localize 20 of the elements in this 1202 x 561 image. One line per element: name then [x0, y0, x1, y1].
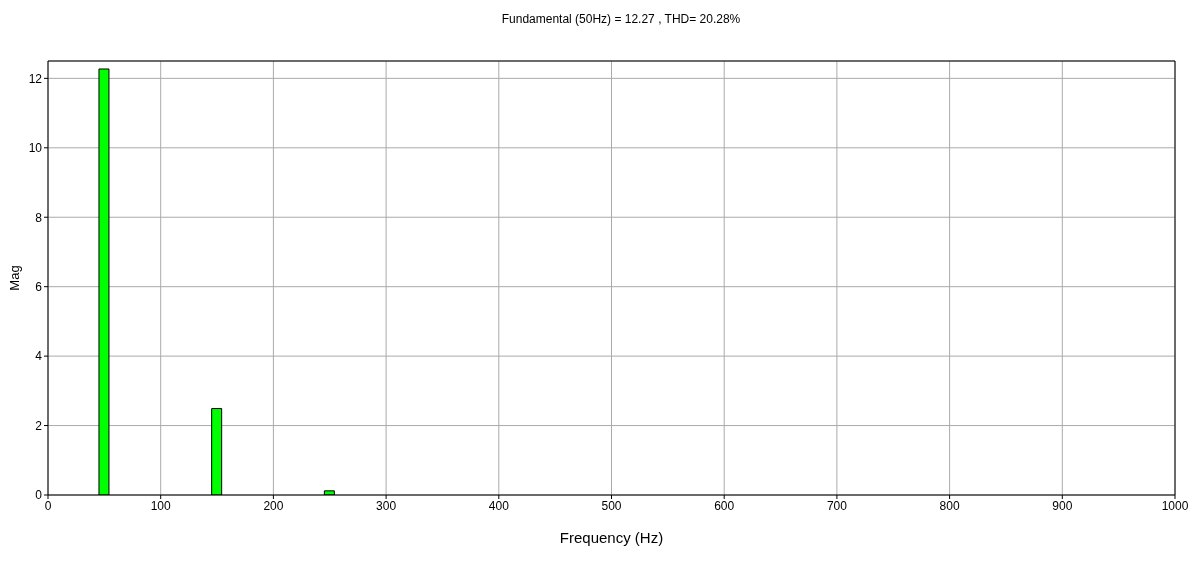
x-tick-label: 500	[601, 498, 622, 513]
y-tick-label: 6	[35, 279, 43, 294]
y-tick-label: 0	[35, 488, 43, 503]
x-tick-label: 900	[1052, 498, 1073, 513]
y-tick-label: 8	[35, 210, 43, 225]
x-tick-label: 800	[939, 498, 960, 513]
x-tick-label: 600	[714, 498, 735, 513]
x-tick-label: 300	[376, 498, 397, 513]
x-tick-label: 700	[826, 498, 848, 513]
x-tick-label: 400	[488, 498, 510, 513]
x-tick-label: 200	[263, 498, 284, 513]
y-tick-label: 2	[35, 418, 43, 433]
y-tick-label: 10	[28, 141, 43, 156]
x-tick-label: 100	[150, 498, 172, 513]
y-tick-label: 4	[35, 349, 43, 364]
y-axis-title: Mag	[6, 265, 22, 291]
y-tick-label: 12	[28, 71, 43, 86]
chart-title: Fundamental (50Hz) = 12.27 , THD= 20.28%	[500, 11, 742, 28]
x-axis-title: Frequency (Hz)	[559, 529, 664, 546]
x-tick-label: 1000	[1161, 498, 1189, 513]
